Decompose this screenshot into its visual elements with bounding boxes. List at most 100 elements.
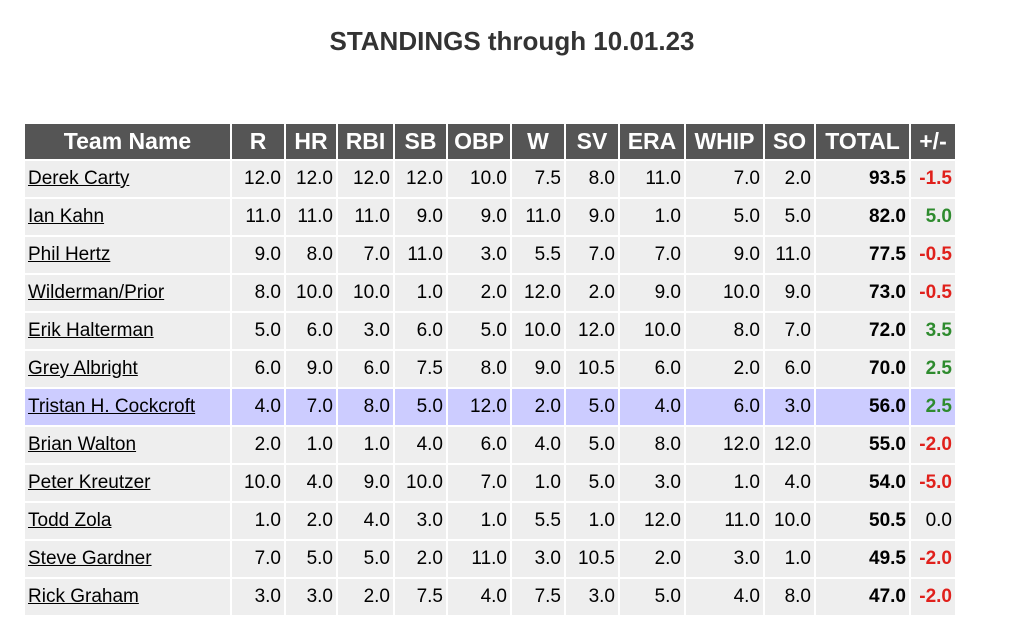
change-cell: -5.0	[911, 465, 955, 501]
stat-cell: 8.0	[448, 351, 510, 387]
team-link[interactable]: Rick Graham	[28, 586, 139, 607]
stat-cell: 8.0	[566, 161, 618, 197]
stat-cell: 1.0	[448, 503, 510, 539]
stat-cell: 11.0	[286, 199, 336, 235]
column-header: +/-	[911, 124, 955, 159]
stat-cell: 5.0	[566, 465, 618, 501]
stat-cell: 3.0	[232, 579, 284, 615]
team-link[interactable]: Ian Kahn	[28, 206, 105, 227]
total-cell: 77.5	[816, 237, 909, 273]
stat-cell: 9.0	[686, 237, 763, 273]
stat-cell: 5.0	[620, 579, 684, 615]
total-cell: 73.0	[816, 275, 909, 311]
stat-cell: 9.0	[232, 237, 284, 273]
column-header: ERA	[620, 124, 684, 159]
stat-cell: 4.0	[686, 579, 763, 615]
stat-cell: 3.0	[512, 541, 564, 577]
team-link[interactable]: Wilderman/Prior	[28, 282, 165, 303]
team-link[interactable]: Tristan H. Cockcroft	[28, 396, 196, 417]
stat-cell: 1.0	[686, 465, 763, 501]
stat-cell: 2.0	[395, 541, 446, 577]
stat-cell: 7.5	[395, 351, 446, 387]
stat-cell: 11.0	[395, 237, 446, 273]
stat-cell: 3.0	[338, 313, 393, 349]
column-header: R	[232, 124, 284, 159]
stat-cell: 10.5	[566, 351, 618, 387]
stat-cell: 10.0	[448, 161, 510, 197]
stat-cell: 2.0	[232, 427, 284, 463]
stat-cell: 12.0	[686, 427, 763, 463]
stat-cell: 8.0	[338, 389, 393, 425]
change-cell: -1.5	[911, 161, 955, 197]
stat-cell: 9.0	[448, 199, 510, 235]
stat-cell: 3.0	[286, 579, 336, 615]
team-link[interactable]: Peter Kreutzer	[28, 472, 151, 493]
team-row: Steve Gardner 7.0 5.0 5.0 2.0 11.0 3.0 10.5 2.0 3…	[25, 541, 955, 577]
stat-cell: 12.0	[620, 503, 684, 539]
stat-cell: 6.0	[765, 351, 814, 387]
stat-cell: 2.0	[512, 389, 564, 425]
column-header: RBI	[338, 124, 393, 159]
stat-cell: 7.0	[566, 237, 618, 273]
stat-cell: 7.0	[448, 465, 510, 501]
stat-cell: 2.0	[620, 541, 684, 577]
stat-cell: 5.0	[765, 199, 814, 235]
column-header: HR	[286, 124, 336, 159]
stat-cell: 2.0	[686, 351, 763, 387]
total-cell: 49.5	[816, 541, 909, 577]
stat-cell: 12.0	[566, 313, 618, 349]
stat-cell: 5.0	[286, 541, 336, 577]
total-cell: 54.0	[816, 465, 909, 501]
change-cell: -2.0	[911, 427, 955, 463]
stat-cell: 11.0	[338, 199, 393, 235]
change-cell: 2.5	[911, 389, 955, 425]
team-row: Grey Albright 6.0 9.0 6.0 7.5 8.0 9.0 10.5 6.0 2.…	[25, 351, 955, 387]
column-header: SB	[395, 124, 446, 159]
stat-cell: 10.5	[566, 541, 618, 577]
stat-cell: 10.0	[232, 465, 284, 501]
team-link[interactable]: Brian Walton	[28, 434, 137, 455]
team-cell: Brian Walton	[25, 427, 230, 463]
stat-cell: 9.0	[620, 275, 684, 311]
stat-cell: 4.0	[512, 427, 564, 463]
stat-cell: 5.0	[448, 313, 510, 349]
stat-cell: 6.0	[448, 427, 510, 463]
stat-cell: 10.0	[512, 313, 564, 349]
team-link[interactable]: Todd Zola	[28, 510, 112, 531]
stat-cell: 11.0	[448, 541, 510, 577]
stat-cell: 4.0	[338, 503, 393, 539]
team-link[interactable]: Erik Halterman	[28, 320, 154, 341]
change-cell: 5.0	[911, 199, 955, 235]
stat-cell: 6.0	[395, 313, 446, 349]
change-cell: 0.0	[911, 503, 955, 539]
team-cell: Derek Carty	[25, 161, 230, 197]
team-row: Peter Kreutzer 10.0 4.0 9.0 10.0 7.0 1.0 5.0 3.0…	[25, 465, 955, 501]
team-cell: Rick Graham	[25, 579, 230, 615]
team-link[interactable]: Derek Carty	[28, 168, 130, 189]
team-row: Rick Graham 3.0 3.0 2.0 7.5 4.0 7.5 3.0 5.0 4.0 8.…	[25, 579, 955, 615]
team-link[interactable]: Phil Hertz	[28, 244, 111, 265]
stat-cell: 2.0	[286, 503, 336, 539]
stat-cell: 6.0	[620, 351, 684, 387]
team-link[interactable]: Steve Gardner	[28, 548, 152, 569]
stat-cell: 8.0	[232, 275, 284, 311]
stat-cell: 12.0	[338, 161, 393, 197]
stat-cell: 5.0	[232, 313, 284, 349]
stat-cell: 8.0	[686, 313, 763, 349]
team-cell: Ian Kahn	[25, 199, 230, 235]
total-cell: 93.5	[816, 161, 909, 197]
stat-cell: 1.0	[232, 503, 284, 539]
team-link[interactable]: Grey Albright	[28, 358, 138, 379]
column-header: W	[512, 124, 564, 159]
stat-cell: 11.0	[512, 199, 564, 235]
stat-cell: 2.0	[765, 161, 814, 197]
stat-cell: 5.0	[566, 389, 618, 425]
stat-cell: 4.0	[620, 389, 684, 425]
stat-cell: 11.0	[620, 161, 684, 197]
stat-cell: 1.0	[512, 465, 564, 501]
stat-cell: 8.0	[286, 237, 336, 273]
stat-cell: 9.0	[765, 275, 814, 311]
total-cell: 82.0	[816, 199, 909, 235]
team-row: Erik Halterman 5.0 6.0 3.0 6.0 5.0 10.0 12.0 10.…	[25, 313, 955, 349]
